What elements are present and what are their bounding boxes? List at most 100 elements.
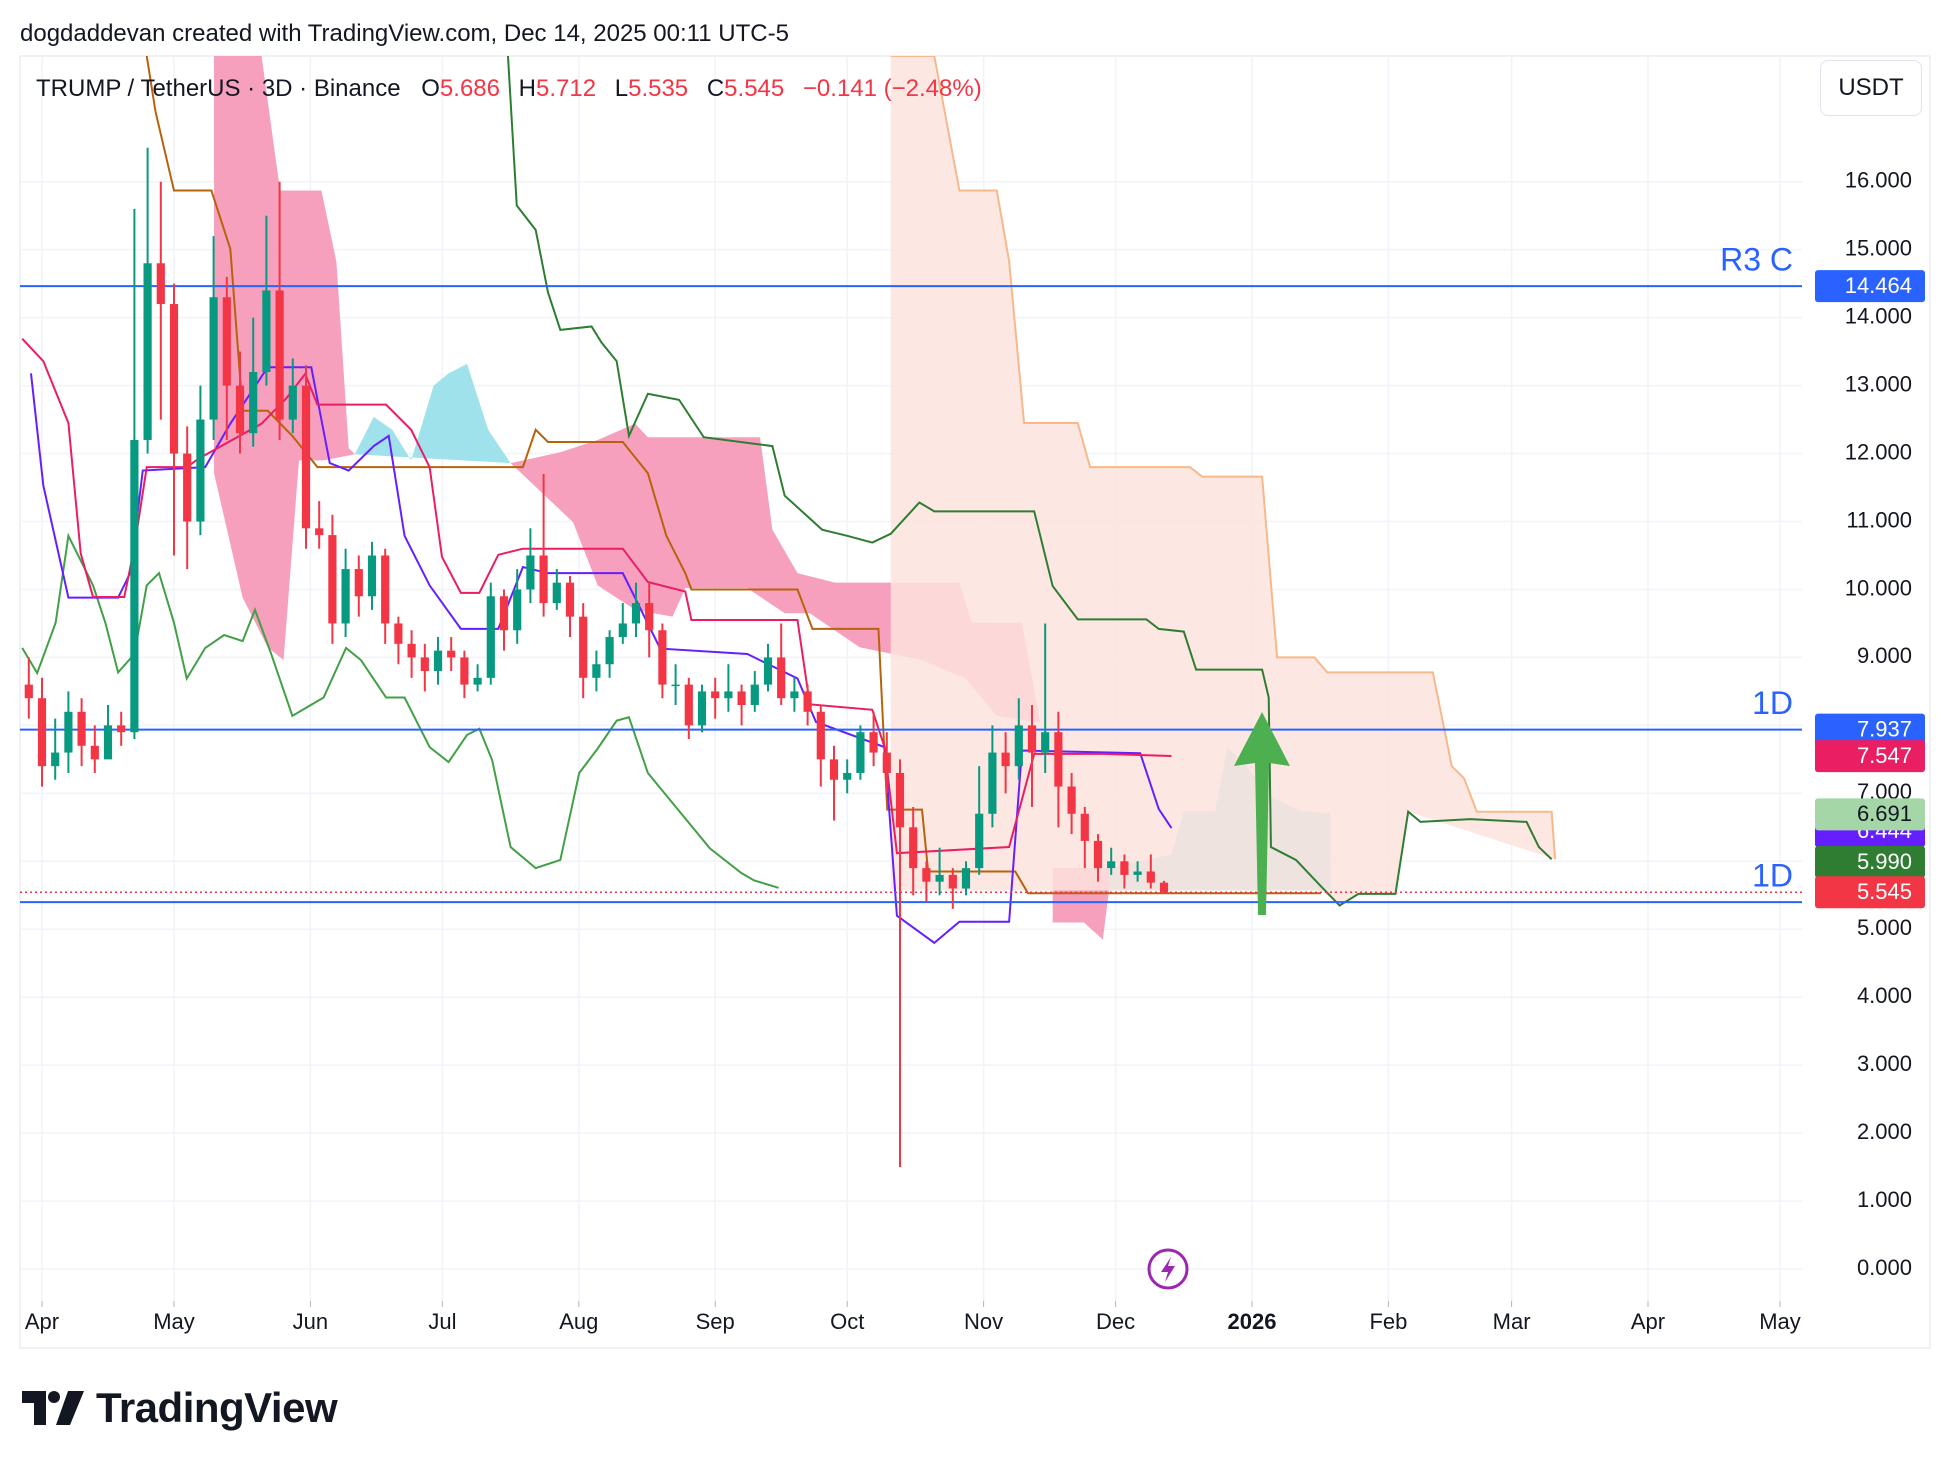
candle-body: [1093, 840, 1103, 869]
candle-body: [790, 691, 799, 699]
candle-body: [1054, 732, 1063, 787]
candle-body: [803, 691, 812, 712]
candle-body: [77, 711, 86, 746]
y-tick-label: 16.000: [1845, 168, 1912, 193]
y-tick-label: 15.000: [1845, 235, 1912, 260]
y-tick-label: 13.000: [1845, 371, 1912, 396]
candle-body: [1080, 813, 1089, 841]
indicator-line: [21, 532, 779, 889]
candle-body: [605, 637, 614, 665]
price-label-box: [1815, 713, 1925, 746]
x-tick-label: May: [1759, 1309, 1801, 1334]
indicator-line: [145, 56, 1322, 895]
candle-body: [1067, 786, 1076, 814]
candle-body: [1107, 861, 1116, 869]
candle-body: [645, 603, 654, 631]
candle-body: [394, 623, 403, 644]
candle-body: [711, 691, 720, 699]
candle-body: [169, 304, 179, 454]
candle-body: [777, 657, 786, 699]
candle-body: [829, 759, 839, 780]
candle-body: [856, 732, 865, 773]
candle-body: [763, 657, 773, 685]
candle-body: [658, 630, 667, 685]
candle-body: [975, 813, 984, 869]
candle-body: [1120, 861, 1129, 875]
ohlc-key: L: [614, 75, 629, 102]
logo-text: TradingView: [96, 1384, 338, 1431]
ohlc-value: 5.545: [724, 75, 785, 102]
candle-body: [37, 698, 47, 767]
candle-body: [288, 385, 297, 420]
x-tick-label: 2026: [1228, 1309, 1277, 1334]
price-label: 6.691: [1857, 801, 1912, 826]
candle-body: [328, 535, 337, 624]
price-label-box: [1815, 740, 1925, 773]
ichimoku-cloud: [214, 56, 355, 661]
ohlc-key: O: [421, 75, 440, 102]
x-tick-label: Feb: [1369, 1309, 1407, 1334]
indicator-line: [506, 56, 1553, 907]
price-label: 5.545: [1857, 879, 1912, 904]
candle-body: [526, 555, 535, 590]
annotation-arrow: [1234, 712, 1290, 915]
candle-body: [565, 582, 575, 617]
candle-body: [130, 439, 139, 733]
candle-body: [988, 752, 997, 814]
candle-body: [301, 385, 311, 529]
price-label-box: [1815, 798, 1925, 831]
candle-body: [922, 868, 931, 882]
ichimoku-cloud: [890, 56, 1556, 906]
candle-body: [539, 555, 548, 604]
x-tick-label: Jun: [293, 1309, 328, 1334]
candle-body: [843, 772, 852, 780]
candle-body: [249, 372, 258, 434]
candle-body: [473, 677, 482, 685]
price-label-box: [1815, 876, 1925, 909]
candle-body: [262, 290, 271, 373]
candle-body: [381, 555, 390, 624]
price-label-box: [1815, 845, 1925, 878]
candle-body: [1001, 752, 1010, 767]
candle-body: [117, 725, 126, 733]
candle-body: [671, 684, 680, 687]
x-tick-label: Oct: [830, 1309, 864, 1334]
y-tick-label: 1.000: [1857, 1187, 1912, 1212]
y-tick-label: 4.000: [1857, 983, 1912, 1008]
candle-body: [196, 419, 205, 522]
candle-body: [354, 569, 363, 597]
candle-body: [367, 555, 377, 597]
candle-body: [737, 691, 746, 706]
symbol: TRUMP / TetherUS · 3D · Binance: [36, 75, 401, 102]
candle-body: [684, 684, 693, 726]
x-tick-label: Apr: [25, 1309, 59, 1334]
y-tick-label: 11.000: [1846, 507, 1912, 532]
currency-button[interactable]: USDT: [1820, 60, 1922, 116]
y-tick-label: 3.000: [1857, 1051, 1912, 1076]
x-tick-label: Dec: [1096, 1309, 1135, 1334]
candle-body: [275, 290, 284, 420]
candle-body: [486, 596, 495, 678]
y-tick-label: 2.000: [1857, 1119, 1912, 1144]
y-tick-label: 14.000: [1845, 303, 1912, 328]
x-tick-label: Mar: [1493, 1309, 1531, 1334]
y-tick-label: 9.000: [1857, 643, 1912, 668]
level-label: 1D: [1752, 858, 1793, 894]
candle-body: [1041, 732, 1050, 753]
candle-body: [631, 603, 641, 624]
candle-body: [51, 752, 60, 767]
candle-body: [909, 827, 918, 869]
footer-logo: TradingView: [22, 1384, 338, 1432]
candle-body: [895, 772, 905, 828]
candle-body: [341, 569, 350, 624]
candle-body: [948, 874, 957, 889]
level-label: 1D: [1752, 685, 1793, 721]
chart-frame: [19, 55, 1931, 1349]
y-tick-label: 10.000: [1845, 575, 1912, 600]
price-label: 5.990: [1857, 849, 1912, 874]
candle-body: [882, 752, 891, 773]
candle-body: [750, 684, 759, 706]
candle-body: [1159, 882, 1169, 893]
ohlc-value: 5.712: [536, 75, 597, 102]
